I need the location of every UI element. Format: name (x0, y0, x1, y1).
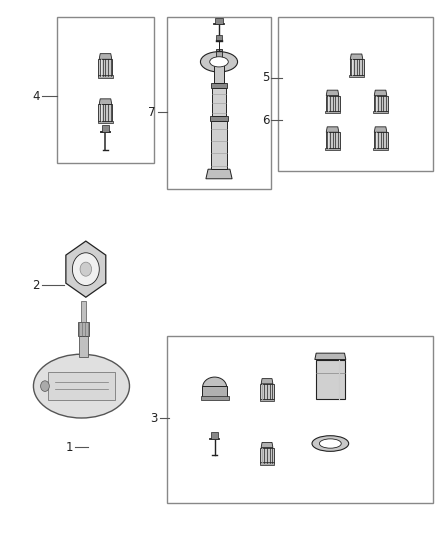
Bar (278, 17, 433, 171)
Ellipse shape (203, 377, 226, 397)
Text: 5: 5 (262, 71, 269, 84)
Polygon shape (261, 378, 273, 384)
Text: 4: 4 (32, 90, 40, 103)
Bar (374, 132, 388, 148)
Polygon shape (315, 353, 346, 360)
Bar (325, 111, 340, 114)
Polygon shape (326, 90, 339, 95)
Bar (261, 384, 274, 399)
Bar (350, 59, 364, 75)
Polygon shape (374, 90, 387, 95)
Bar (374, 95, 388, 111)
Bar (81, 301, 86, 322)
Bar (48, 372, 115, 400)
Bar (166, 336, 433, 503)
Bar (215, 18, 223, 25)
Bar (102, 125, 110, 132)
Text: 6: 6 (262, 114, 269, 127)
Circle shape (80, 262, 92, 276)
Bar (210, 116, 228, 121)
Polygon shape (350, 54, 363, 59)
Bar (211, 432, 219, 439)
Circle shape (41, 381, 49, 391)
Polygon shape (99, 54, 112, 59)
Bar (260, 399, 274, 401)
Bar (99, 59, 113, 76)
Bar (98, 75, 113, 78)
Polygon shape (99, 99, 112, 104)
Bar (201, 395, 229, 400)
Bar (166, 17, 272, 189)
Text: 7: 7 (148, 106, 155, 119)
Text: 1: 1 (65, 441, 73, 454)
Ellipse shape (210, 56, 228, 67)
Bar (216, 35, 222, 40)
Bar (216, 49, 222, 60)
Bar (202, 386, 227, 397)
Bar (325, 132, 339, 148)
Bar (211, 121, 227, 169)
Polygon shape (326, 127, 339, 132)
Bar (214, 60, 224, 83)
Bar (211, 83, 227, 87)
Text: 3: 3 (151, 411, 158, 424)
Bar (98, 120, 113, 123)
Bar (373, 148, 388, 150)
Bar (325, 95, 339, 111)
Ellipse shape (312, 435, 349, 451)
Polygon shape (261, 442, 273, 448)
Bar (325, 148, 340, 150)
Bar (261, 448, 274, 463)
Polygon shape (66, 241, 106, 297)
Text: 2: 2 (32, 279, 40, 292)
Bar (78, 322, 89, 335)
Bar (316, 360, 345, 399)
Ellipse shape (319, 439, 341, 448)
Bar (57, 17, 153, 163)
Bar (349, 75, 364, 77)
Ellipse shape (33, 354, 130, 418)
Polygon shape (374, 127, 387, 132)
Bar (78, 335, 88, 357)
Ellipse shape (201, 52, 237, 72)
Bar (212, 87, 226, 116)
Polygon shape (206, 169, 232, 179)
Circle shape (72, 253, 99, 286)
Bar (99, 104, 113, 121)
Bar (260, 462, 274, 465)
Bar (373, 111, 388, 114)
